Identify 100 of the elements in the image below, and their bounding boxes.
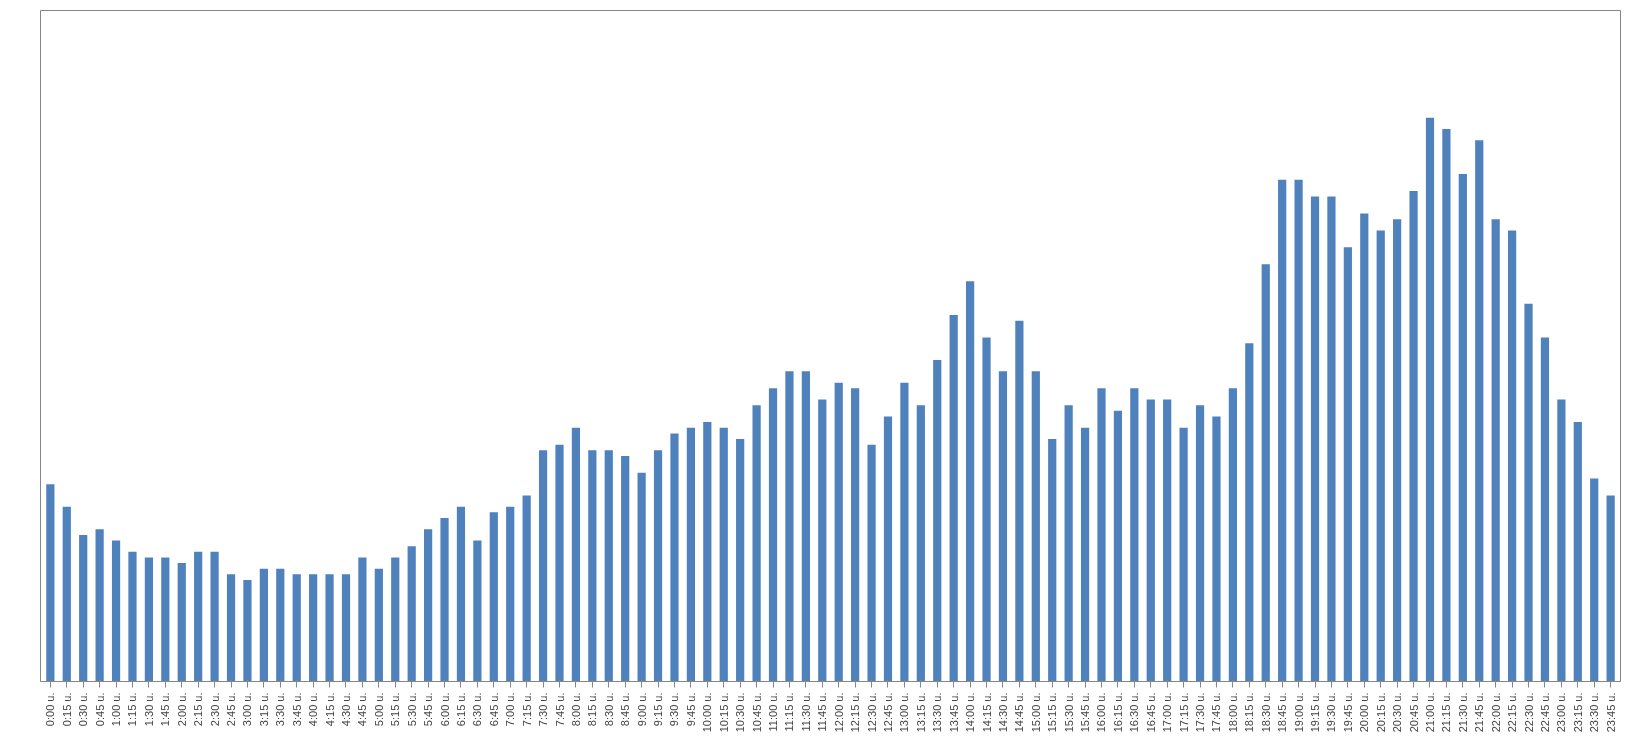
x-tick-label: 5:15 u. — [389, 692, 402, 727]
bar — [1064, 405, 1073, 682]
bar — [949, 314, 958, 682]
x-tick-label: 14:30 u. — [996, 692, 1009, 733]
x-tick-label: 17:00 u. — [1161, 692, 1174, 733]
bar — [276, 568, 285, 682]
bar — [374, 568, 383, 682]
x-tick-label: 4:45 u. — [356, 692, 369, 727]
x-tick-label: 11:45 u. — [816, 692, 829, 732]
x-tick-label: 9:00 u. — [635, 692, 648, 727]
bar — [998, 371, 1008, 682]
bar — [736, 439, 745, 682]
bar — [1573, 422, 1582, 682]
x-tick-label: 2:30 u. — [208, 692, 221, 727]
bar — [1393, 219, 1402, 682]
bar — [46, 484, 55, 682]
x-tick-label: 20:30 u. — [1391, 692, 1404, 733]
x-tick-label: 15:00 u. — [1029, 692, 1042, 733]
bar — [1557, 399, 1566, 682]
x-tick-label: 12:00 u. — [832, 692, 845, 733]
x-tick-label: 6:00 u. — [438, 692, 451, 727]
bar — [1212, 416, 1221, 682]
bar — [653, 450, 663, 682]
bar — [555, 444, 564, 682]
bar — [670, 433, 679, 682]
x-tick-label: 20:45 u. — [1407, 692, 1420, 733]
x-tick-label: 21:00 u. — [1423, 692, 1436, 733]
x-tick-label: 2:00 u. — [175, 692, 188, 727]
x-tick-label: 0:30 u. — [77, 692, 90, 727]
x-tick-label: 4:15 u. — [323, 692, 336, 727]
bar — [900, 382, 909, 682]
x-tick-label: 7:30 u. — [537, 692, 550, 727]
bar — [1343, 247, 1352, 682]
bar — [538, 450, 548, 682]
x-tick-label: 10:30 u. — [734, 692, 747, 733]
bar — [358, 557, 367, 682]
bar — [916, 405, 925, 682]
bar — [768, 388, 778, 682]
bar — [1310, 196, 1320, 682]
x-tick-label: 22:30 u. — [1522, 692, 1535, 733]
x-tick-label: 19:45 u. — [1341, 692, 1354, 733]
bar — [785, 371, 794, 682]
x-tick-label: 6:45 u. — [487, 692, 500, 727]
bar — [1327, 196, 1336, 682]
bar — [1294, 179, 1303, 682]
bar — [867, 444, 876, 682]
bar — [1146, 399, 1155, 682]
x-tick-label: 7:15 u. — [520, 692, 533, 727]
x-tick-label: 19:00 u. — [1292, 692, 1305, 733]
x-tick-label: 0:15 u. — [60, 692, 73, 727]
x-tick-label: 9:15 u. — [652, 692, 665, 727]
x-tick-label: 1:45 u. — [159, 692, 172, 727]
x-tick-label: 3:15 u. — [257, 692, 270, 727]
bar — [1195, 405, 1205, 682]
bar — [1031, 371, 1040, 682]
x-tick-label: 23:15 u. — [1571, 692, 1584, 733]
x-tick-label: 3:00 u. — [241, 692, 254, 727]
bar — [1048, 439, 1057, 682]
bar — [1524, 303, 1533, 682]
x-tick-label: 10:45 u. — [750, 692, 763, 733]
bar — [1409, 190, 1418, 682]
x-tick-label: 16:00 u. — [1095, 692, 1108, 733]
bar — [95, 529, 104, 682]
x-tick-label: 22:00 u. — [1489, 692, 1502, 733]
bar — [966, 281, 975, 682]
bar — [1425, 117, 1435, 682]
bar — [571, 427, 581, 682]
bar — [506, 506, 515, 682]
x-tick-label: 14:15 u. — [980, 692, 993, 733]
x-tick-label: 21:15 u. — [1440, 692, 1453, 733]
bar — [210, 551, 219, 682]
x-tick-label: 19:30 u. — [1325, 692, 1338, 733]
bar — [456, 506, 466, 682]
x-tick-label: 10:00 u. — [701, 692, 714, 733]
x-tick-label: 18:15 u. — [1243, 692, 1256, 733]
bar — [1458, 174, 1467, 682]
x-tick-label: 7:00 u. — [504, 692, 517, 727]
bar — [719, 427, 728, 682]
x-tick-label: 11:15 u. — [783, 692, 796, 732]
x-tick-label: 12:30 u. — [865, 692, 878, 733]
bar — [440, 517, 449, 682]
x-tick-label: 23:45 u. — [1604, 692, 1617, 733]
bar — [177, 563, 186, 682]
bar — [1278, 179, 1287, 682]
bar — [489, 512, 498, 682]
x-tick-label: 15:30 u. — [1062, 692, 1075, 733]
x-tick-label: 16:45 u. — [1144, 692, 1157, 733]
bar — [1015, 320, 1024, 682]
bar — [1376, 230, 1385, 682]
bar — [1130, 388, 1139, 682]
x-tick-label: 11:30 u. — [799, 692, 812, 732]
bar — [703, 422, 712, 682]
bar — [79, 534, 88, 682]
bar — [637, 472, 646, 682]
bar — [243, 580, 252, 682]
x-tick-label: 10:15 u. — [717, 692, 730, 733]
bar — [1113, 410, 1123, 682]
bar — [259, 568, 268, 682]
x-tick-label: 1:15 u. — [126, 692, 139, 727]
bar — [1097, 388, 1106, 682]
